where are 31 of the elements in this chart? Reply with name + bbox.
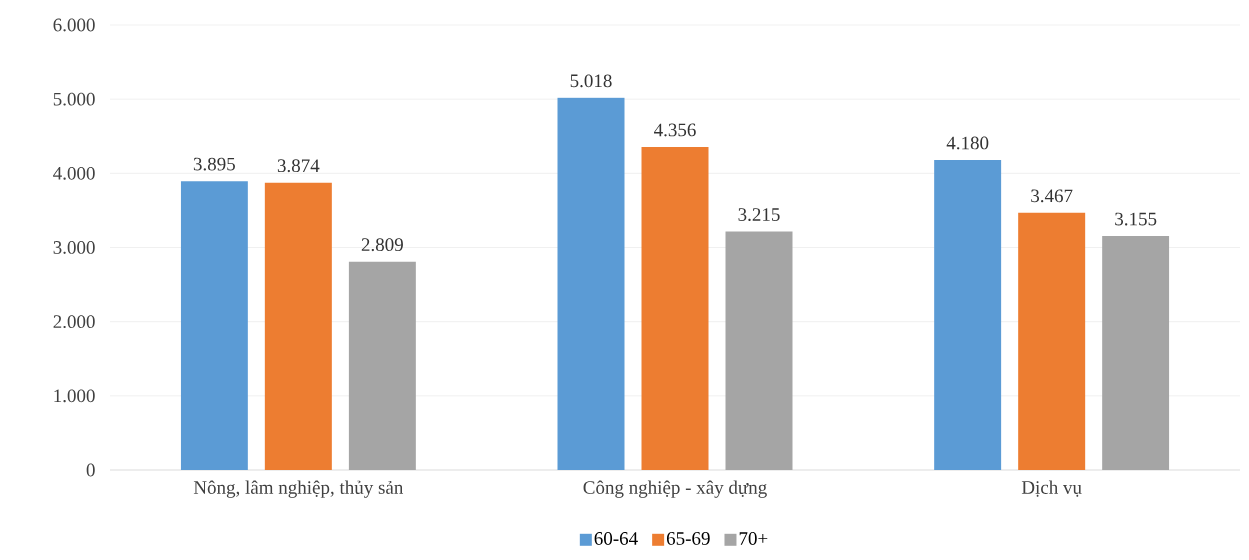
y-tick-label: 0 [86, 463, 95, 477]
legend-label: 65-69 [666, 532, 710, 545]
bar [1102, 236, 1170, 470]
x-tick-label: Công nghiệp - xây dựng [583, 480, 767, 498]
data-label: 4.356 [654, 123, 696, 137]
y-tick-label: 3.000 [53, 241, 95, 254]
data-label: 4.180 [946, 136, 989, 150]
bar [348, 261, 416, 470]
data-label: 3.467 [1031, 189, 1073, 203]
data-label: 2.809 [361, 238, 403, 252]
bar [180, 181, 248, 470]
bar [557, 97, 625, 470]
y-tick-label: 1.000 [54, 389, 95, 403]
data-label: 3.155 [1115, 212, 1157, 226]
bar [1018, 212, 1086, 470]
bar [725, 231, 793, 470]
legend-label: 60-64 [594, 532, 638, 545]
data-label: 3.215 [738, 208, 780, 222]
x-tick-label: Dịch vụ [1021, 480, 1082, 497]
data-label: 5.018 [570, 74, 612, 88]
legend-label: 70+ [739, 532, 768, 545]
y-tick-label: 6.000 [53, 18, 95, 32]
y-tick-label: 4.000 [53, 166, 95, 180]
bar [264, 182, 332, 470]
bar [641, 146, 709, 470]
data-label: 3.895 [193, 157, 235, 171]
y-tick-label: 2.000 [53, 315, 95, 329]
data-label: 3.874 [277, 159, 320, 173]
y-tick-label: 5.000 [53, 92, 95, 106]
bar [934, 159, 1002, 470]
x-tick-label: Nông, lâm nghiệp, thủy sản [193, 480, 404, 498]
